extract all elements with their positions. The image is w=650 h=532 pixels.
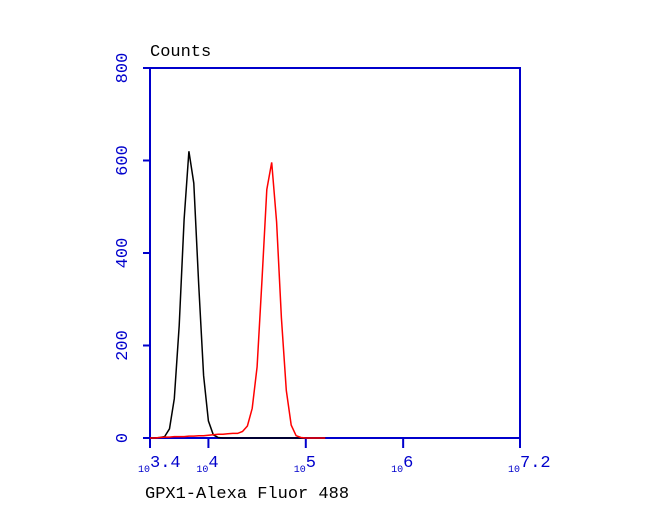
x-tick-exponent: 7.2 (520, 454, 551, 473)
x-tick-label: 10 (138, 465, 150, 476)
x-tick-exponent: 4 (208, 454, 218, 473)
x-tick-exponent: 5 (306, 454, 316, 473)
x-tick-base: 10 (196, 465, 208, 476)
x-tick-label: 10 (391, 465, 403, 476)
series-line (150, 151, 326, 439)
x-tick-base: 10 (294, 465, 306, 476)
y-tick-label: 800 (114, 53, 133, 84)
x-tick-label: 10 (508, 465, 520, 476)
series-line (150, 162, 326, 439)
y-tick-label: 200 (114, 330, 133, 361)
x-tick-exponent: 3.4 (150, 454, 181, 473)
x-tick-label: 10 (196, 465, 208, 476)
x-tick-base: 10 (391, 465, 403, 476)
x-tick-base: 10 (138, 465, 150, 476)
x-tick-exponent: 6 (403, 454, 413, 473)
x-tick-base: 10 (508, 465, 520, 476)
y-tick-label: 600 (114, 145, 133, 176)
y-tick-label: 0 (114, 433, 133, 443)
chart-title: Counts (150, 43, 211, 62)
plot-frame (149, 67, 521, 439)
y-tick-label: 400 (114, 238, 133, 269)
x-axis-title: GPX1-Alexa Fluor 488 (145, 485, 349, 504)
x-tick-label: 10 (294, 465, 306, 476)
